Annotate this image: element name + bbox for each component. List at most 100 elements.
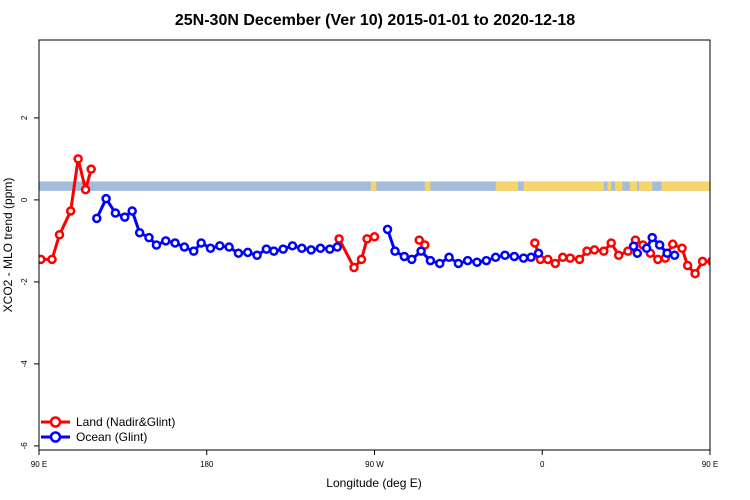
point-ocean-9 bbox=[170, 238, 180, 248]
land-ocean-band bbox=[39, 181, 710, 191]
point-ocean-14 bbox=[215, 241, 225, 251]
point-ocean-23 bbox=[297, 243, 307, 254]
point-ocean-25 bbox=[315, 243, 326, 254]
y-tick-label-0: 2 bbox=[20, 115, 29, 120]
land-segment-4 bbox=[607, 181, 612, 191]
point-ocean-52 bbox=[669, 250, 680, 260]
point-ocean-38 bbox=[472, 257, 482, 267]
point-ocean-39 bbox=[481, 255, 492, 266]
point-ocean-15 bbox=[224, 242, 234, 252]
point-land-39 bbox=[729, 208, 736, 215]
legend-marker-land bbox=[49, 416, 62, 428]
x-tick-label-4: 90 E bbox=[702, 460, 718, 469]
point-land-38 bbox=[718, 231, 725, 238]
point-ocean-27 bbox=[332, 242, 342, 252]
point-ocean-6 bbox=[144, 232, 154, 243]
point-land-17 bbox=[550, 258, 561, 269]
series-line-land-0 bbox=[40, 157, 93, 261]
legend-marker-ocean bbox=[49, 431, 62, 443]
point-ocean-5 bbox=[134, 227, 145, 238]
point-ocean-10 bbox=[179, 242, 190, 252]
point-ocean-48 bbox=[641, 243, 652, 254]
point-land-35 bbox=[690, 268, 700, 279]
point-ocean-29 bbox=[390, 246, 400, 256]
point-land-2 bbox=[54, 230, 65, 240]
point-ocean-4 bbox=[127, 206, 137, 216]
point-ocean-1 bbox=[101, 193, 111, 204]
point-land-3 bbox=[65, 206, 76, 216]
point-ocean-13 bbox=[205, 243, 216, 254]
point-ocean-3 bbox=[119, 212, 130, 222]
point-land-34 bbox=[682, 260, 693, 271]
point-ocean-0 bbox=[92, 213, 102, 224]
land-segment-1 bbox=[424, 181, 431, 191]
point-ocean-18 bbox=[252, 250, 262, 260]
point-ocean-33 bbox=[425, 255, 436, 266]
land-segment-5 bbox=[614, 181, 623, 191]
point-ocean-30 bbox=[399, 251, 410, 262]
x-tick-label-3: 0 bbox=[540, 460, 545, 469]
point-land-1 bbox=[47, 254, 57, 265]
point-land-23 bbox=[599, 246, 609, 256]
point-land-37 bbox=[707, 257, 710, 266]
point-land-0 bbox=[39, 254, 46, 265]
point-ocean-20 bbox=[269, 246, 279, 256]
point-ocean-35 bbox=[444, 252, 454, 263]
point-ocean-32 bbox=[416, 246, 426, 256]
point-ocean-42 bbox=[509, 251, 520, 262]
series-land bbox=[39, 154, 743, 279]
point-ocean-34 bbox=[434, 258, 445, 269]
point-land-30 bbox=[653, 254, 663, 265]
point-land-18 bbox=[558, 252, 568, 263]
point-land-11 bbox=[369, 232, 380, 242]
x-tick-label-1: 180 bbox=[200, 460, 214, 469]
point-ocean-49 bbox=[647, 232, 657, 243]
y-tick-label-2: -2 bbox=[20, 278, 29, 286]
x-tick-label-2: 90 W bbox=[365, 460, 384, 469]
point-ocean-40 bbox=[490, 252, 501, 263]
land-segment-6 bbox=[629, 181, 638, 191]
legend: Land (Nadir&Glint)Ocean (Glint) bbox=[41, 415, 175, 444]
y-axis-ticks: 2 0 -2 -4 -6 bbox=[20, 115, 39, 449]
point-ocean-12 bbox=[196, 238, 206, 248]
point-ocean-37 bbox=[462, 255, 473, 266]
point-ocean-21 bbox=[278, 244, 288, 254]
land-segment-2 bbox=[495, 181, 519, 191]
point-ocean-47 bbox=[632, 248, 643, 258]
point-land-33 bbox=[677, 243, 687, 254]
series-layer bbox=[39, 154, 743, 279]
point-ocean-31 bbox=[407, 254, 417, 265]
point-ocean-51 bbox=[662, 248, 672, 258]
point-land-5 bbox=[80, 184, 91, 195]
point-land-14 bbox=[530, 238, 540, 248]
land-segment-7 bbox=[639, 181, 653, 191]
y-tick-label-4: -6 bbox=[20, 442, 29, 450]
point-land-4 bbox=[73, 154, 83, 164]
point-land-9 bbox=[356, 254, 367, 265]
point-ocean-36 bbox=[453, 258, 464, 269]
point-land-40 bbox=[736, 155, 743, 162]
legend-label-ocean: Ocean (Glint) bbox=[76, 430, 147, 444]
point-land-24 bbox=[606, 238, 616, 248]
point-ocean-7 bbox=[151, 240, 162, 250]
point-ocean-2 bbox=[110, 208, 121, 218]
x-tick-label-0: 90 E bbox=[31, 460, 47, 469]
point-ocean-26 bbox=[325, 244, 335, 254]
point-land-32 bbox=[667, 239, 678, 249]
point-ocean-43 bbox=[518, 253, 529, 263]
series-line-ocean-0 bbox=[95, 197, 338, 257]
point-ocean-46 bbox=[628, 241, 639, 251]
point-ocean-45 bbox=[533, 248, 544, 258]
point-ocean-16 bbox=[233, 248, 244, 258]
point-ocean-22 bbox=[287, 241, 298, 251]
point-land-12 bbox=[414, 235, 424, 245]
series-ocean bbox=[92, 193, 680, 269]
point-ocean-24 bbox=[306, 245, 316, 255]
point-land-36 bbox=[697, 256, 708, 267]
point-ocean-19 bbox=[261, 244, 272, 254]
y-tick-label-1: 0 bbox=[20, 197, 29, 202]
point-land-25 bbox=[613, 250, 624, 260]
y-axis-label: XCO2 - MLO trend (ppm) bbox=[1, 178, 15, 313]
